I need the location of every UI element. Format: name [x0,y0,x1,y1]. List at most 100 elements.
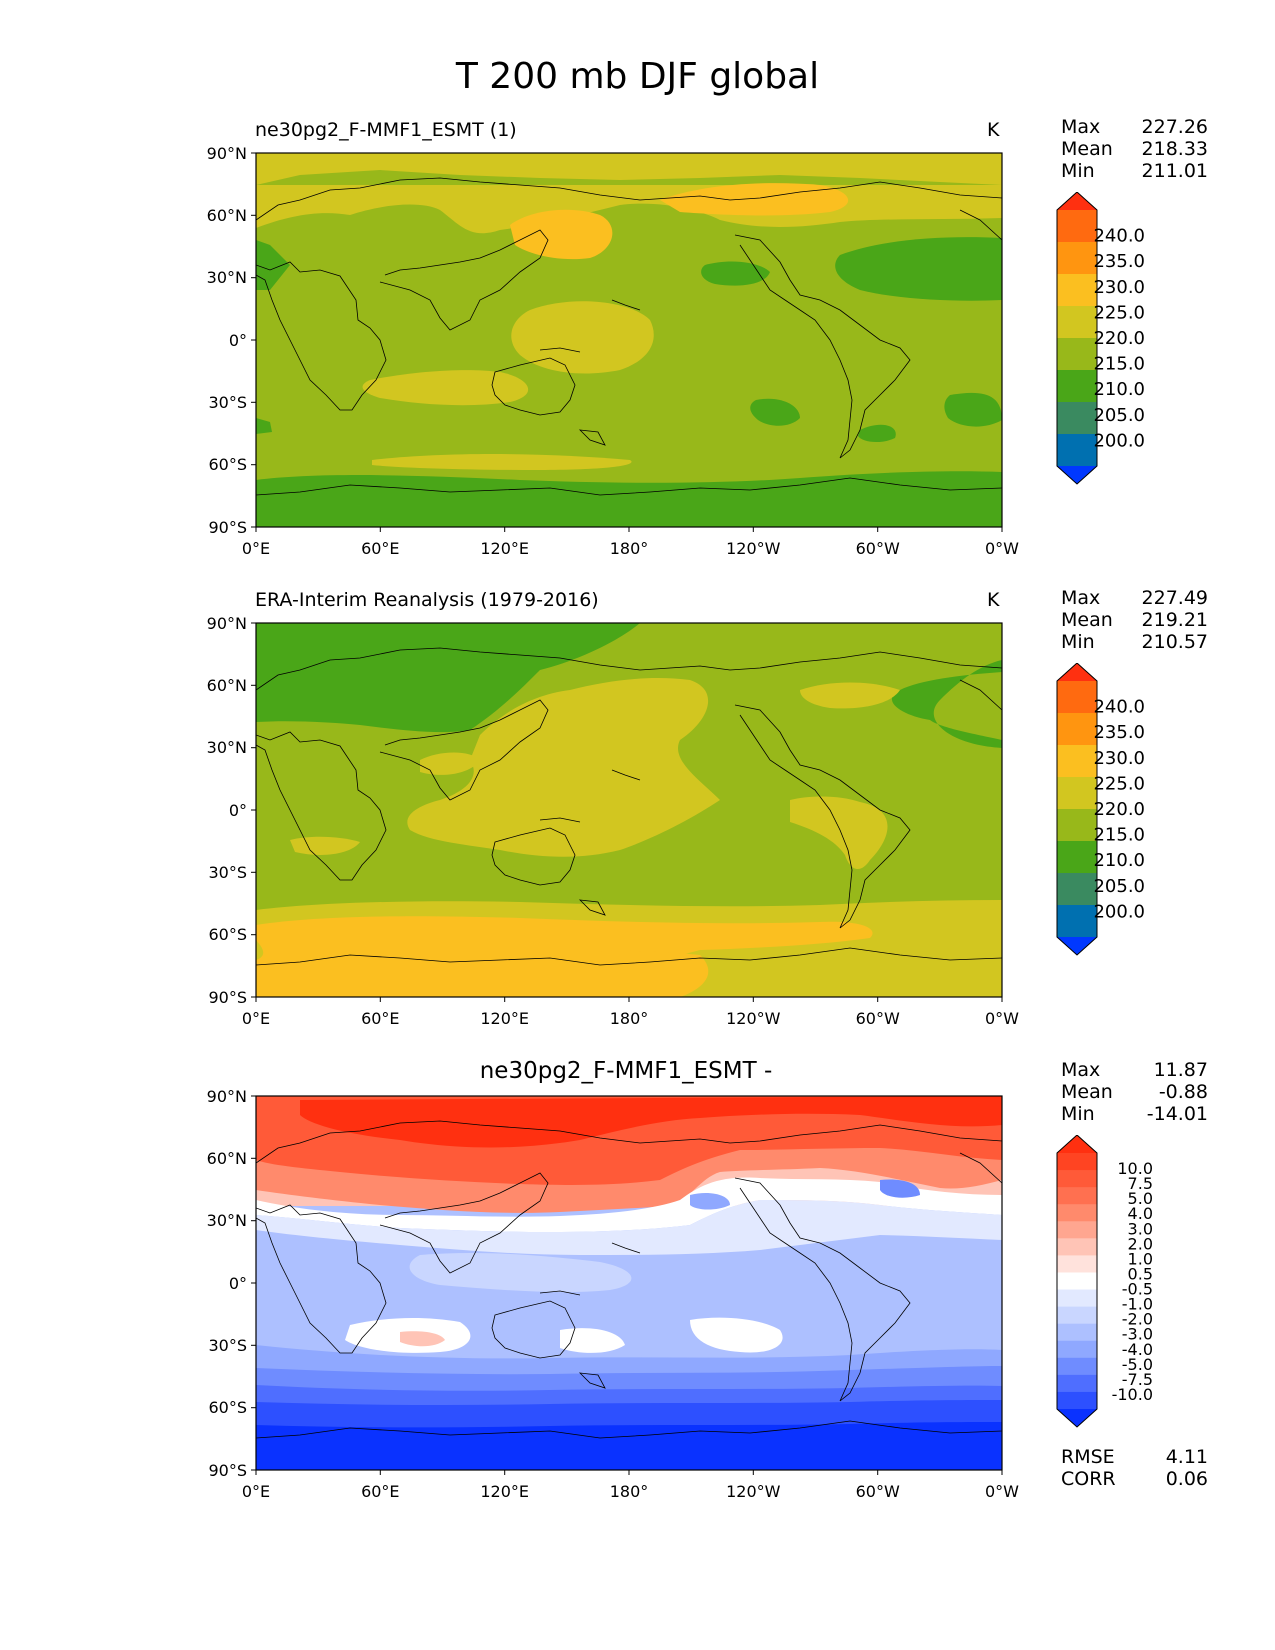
lon-tick: 120°W [726,1009,781,1028]
stat-max-label: Max [1061,587,1101,609]
colorbar-segment [1057,1170,1097,1188]
colorbar-segment [1057,905,1097,938]
colorbar-segment [1057,1340,1097,1359]
colorbar-tick-label: 225.0 [1093,302,1145,323]
colorbar-tick-label: 240.0 [1093,226,1145,247]
stat-max-value: 227.26 [1141,116,1208,138]
colorbar-tick-label: 230.0 [1093,277,1145,298]
colorbar: 10.07.55.04.03.02.01.00.5-0.5-1.0-2.0-3.… [1056,1135,1153,1428]
colorbar-segment [1057,777,1097,810]
colorbar-tick-label: 2.0 [1128,1234,1153,1253]
colorbar-segment [1057,681,1097,714]
rmse-label: RMSE [1061,1446,1115,1468]
lat-tick: 30°S [208,863,247,882]
colorbar-segment [1057,1238,1097,1256]
lon-tick: 120°E [480,539,529,558]
stat-min-value: 211.01 [1141,160,1208,182]
colorbar-segment [1057,713,1097,746]
lat-tick: 30°S [208,393,247,412]
lat-tick: 60°S [208,925,247,944]
colorbar-tick-label: -7.5 [1122,1370,1153,1389]
stat-mean-label: Mean [1061,609,1113,631]
stat-min-value: 210.57 [1141,631,1208,653]
colorbar-segment [1057,242,1097,275]
colorbar-segment [1057,1204,1097,1222]
colorbar-tick-label: 210.0 [1093,850,1145,871]
stat-mean-value: -0.88 [1158,1081,1208,1103]
lon-tick: 60°W [856,1482,900,1501]
colorbar-tick-label: 205.0 [1093,876,1145,897]
lat-tick: 30°S [208,1336,247,1355]
stat-mean-value: 219.21 [1141,609,1208,631]
colorbar-extend-max [1057,192,1097,210]
colorbar-tick-label: -3.0 [1122,1325,1153,1344]
lat-tick: 60°N [207,1149,247,1168]
stat-mean-label: Mean [1061,138,1113,160]
colorbar-tick-label: -0.5 [1122,1280,1153,1299]
stat-max-label: Max [1061,1059,1101,1081]
colorbar-tick-label: 200.0 [1093,430,1145,451]
lat-tick: 0° [229,801,247,820]
lat-tick: 0° [229,1274,247,1293]
lon-tick: 60°E [361,1009,399,1028]
lon-tick: 0°E [242,539,270,558]
colorbar-segment [1057,1357,1097,1376]
colorbar-tick-label: 10.0 [1117,1159,1153,1178]
colorbar-segment [1057,1306,1097,1325]
colorbar-extend-max [1057,663,1097,681]
lon-tick: 60°W [856,1009,900,1028]
colorbar-tick-label: 205.0 [1093,405,1145,426]
lat-tick: 30°N [207,1211,247,1230]
colorbar-tick-label: -4.0 [1122,1340,1153,1359]
lon-axis: 0°E 60°E 120°E 180° 120°W 60°W 0°W [242,539,1019,558]
lon-tick: 60°E [361,1482,399,1501]
colorbar-tick-label: 220.0 [1093,799,1145,820]
stat-min-value: -14.01 [1146,1103,1208,1125]
colorbar-segment [1057,306,1097,339]
lon-tick: 180° [610,539,649,558]
stat-max-value: 11.87 [1153,1059,1208,1081]
lat-tick: 90°N [207,144,247,163]
stat-mean-label: Mean [1061,1081,1113,1103]
colorbar-segment [1057,274,1097,307]
lat-tick: 90°S [208,1461,247,1480]
colorbar-tick-label: 215.0 [1093,354,1145,375]
stat-max-value: 227.49 [1141,587,1208,609]
colorbar-tick-label: 200.0 [1093,901,1145,922]
figure-title: T 200 mb DJF global [455,56,820,97]
lat-tick: 30°N [207,738,247,757]
lon-tick: 0°W [985,539,1019,558]
colorbar-tick-label: -5.0 [1122,1355,1153,1374]
colorbar-tick-label: 225.0 [1093,773,1145,794]
lon-tick: 120°E [480,1009,529,1028]
stat-max-label: Max [1061,116,1101,138]
colorbar-extend-max [1057,1135,1097,1153]
lat-tick: 90°N [207,614,247,633]
colorbar-segment [1057,841,1097,874]
colorbar-segment [1057,210,1097,243]
colorbar-tick-label: -1.0 [1122,1295,1153,1314]
lat-tick: 60°N [207,206,247,225]
colorbar-tick-label: 235.0 [1093,251,1145,272]
colorbar: 240.0 235.0 230.0 225.0 220.0 215.0 210.0 205.0… [1056,192,1145,485]
lon-tick: 180° [610,1009,649,1028]
lon-tick: 120°W [726,539,781,558]
lon-tick: 0°E [242,1009,270,1028]
panel-title: ne30pg2_F-MMF1_ESMT - [479,1058,773,1084]
colorbar-tick-label: 220.0 [1093,328,1145,349]
lon-tick: 60°E [361,539,399,558]
colorbar-segment [1057,809,1097,842]
colorbar-segment [1057,1221,1097,1239]
colorbar-tick-label: 5.0 [1128,1189,1153,1208]
colorbar-extend-min [1057,1409,1097,1427]
map-plot: 90°N 60°N 30°N 0° 30°S 60°S 90°S [207,614,1003,1007]
map-plot: 90°N 60°N 30°N 0° 30°S 60°S 90°S [207,144,1003,537]
panel-title: ERA-Interim Reanalysis (1979-2016) [255,589,599,611]
colorbar-tick-label: 240.0 [1093,697,1145,718]
colorbar-tick-label: 3.0 [1128,1219,1153,1238]
colorbar-extend-min [1057,466,1097,484]
stat-mean-value: 218.33 [1141,138,1208,160]
stat-min-label: Min [1061,1103,1095,1125]
lat-tick: 60°S [208,455,247,474]
lon-tick: 60°W [856,539,900,558]
